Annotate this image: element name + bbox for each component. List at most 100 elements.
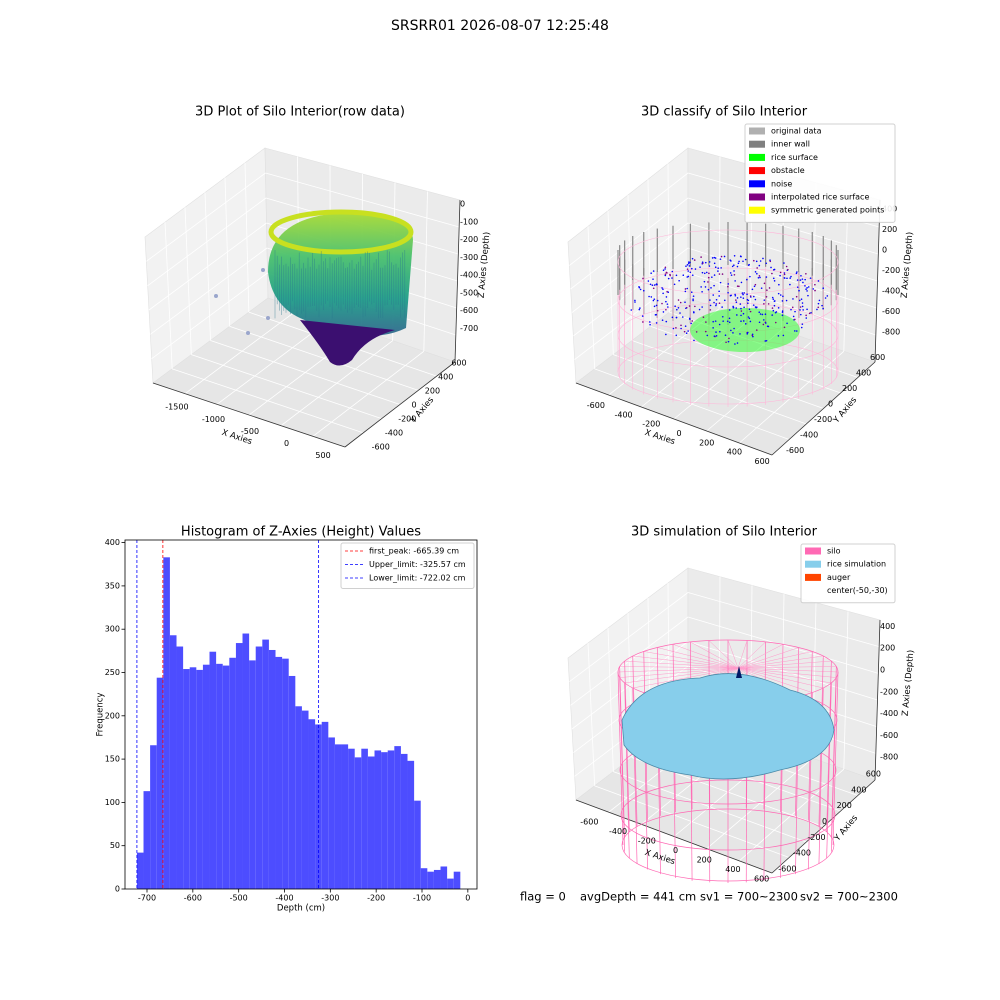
legend-label: first_peak: -665.39 cm <box>369 547 459 556</box>
y-tick-label: 0 <box>828 400 833 409</box>
noise-points <box>738 260 740 263</box>
legend-box <box>800 543 896 604</box>
noise-points <box>653 298 656 300</box>
noise-points <box>661 319 664 321</box>
noise-points <box>762 257 764 260</box>
noise-points <box>693 259 696 261</box>
pane-grid <box>423 191 428 352</box>
noise-points <box>758 321 761 324</box>
noise-points <box>762 319 765 321</box>
bar <box>222 665 230 889</box>
noise-points <box>655 304 658 307</box>
plots: 3D Plot of Silo Interior(row data) -1500 -… <box>96 105 917 914</box>
x-tick-label: 0 <box>676 429 681 438</box>
legend-swatch <box>805 547 821 555</box>
noise-points <box>773 304 776 307</box>
noise-points <box>771 296 774 299</box>
noise-points <box>734 293 736 296</box>
noise-points <box>806 308 808 311</box>
x-tick-label: -400 <box>609 827 627 836</box>
silo-wire <box>831 666 837 839</box>
noise-points <box>800 326 803 329</box>
bar <box>447 878 454 889</box>
bar <box>367 756 375 889</box>
noise-points <box>713 301 715 304</box>
noise-points <box>694 305 696 308</box>
noise-points <box>777 292 780 295</box>
noise-points <box>733 327 735 330</box>
noise-points <box>733 270 735 272</box>
bar <box>216 663 223 889</box>
noise-points <box>802 309 804 311</box>
noise-points <box>766 289 768 291</box>
axis-line <box>874 619 881 781</box>
bar <box>381 752 388 889</box>
noise-points <box>652 287 655 290</box>
noise-points <box>792 315 795 318</box>
noise-points <box>664 266 667 269</box>
noise-points <box>638 286 641 289</box>
noise-points <box>648 295 650 298</box>
legend-label: center(-50,-30) <box>827 586 888 595</box>
noise-points <box>740 307 742 310</box>
y-tick-label: 50 <box>110 841 120 850</box>
noise-points <box>771 272 773 275</box>
x-tick-label: -500 <box>241 427 259 436</box>
bar <box>262 639 269 889</box>
y-tick-label: 0 <box>822 817 827 826</box>
x-tick-label: -500 <box>230 894 248 903</box>
noise-points <box>685 265 687 267</box>
noise-points <box>656 299 659 302</box>
x-tick-label: -600 <box>580 817 598 826</box>
noise-points <box>779 274 781 277</box>
axis-line <box>454 199 461 363</box>
bar <box>374 750 382 889</box>
noise-points <box>792 298 794 300</box>
noise-points <box>720 255 723 258</box>
bar <box>176 646 184 889</box>
z-tick-label: -200 <box>882 266 900 275</box>
outlier <box>246 331 250 335</box>
noise-points <box>679 312 681 314</box>
noise-points <box>684 301 686 303</box>
x-tick-label: 600 <box>755 457 770 466</box>
bar <box>400 753 408 889</box>
noise-points <box>822 287 825 289</box>
noise-points <box>634 299 636 302</box>
noise-points <box>692 298 694 300</box>
noise-points <box>755 260 758 263</box>
noise-points <box>783 273 786 276</box>
y-tick-label: 200 <box>425 387 440 396</box>
bar <box>308 719 316 889</box>
noise-points <box>740 296 742 298</box>
noise-points <box>729 294 732 297</box>
noise-points <box>742 312 745 315</box>
noise-points <box>642 321 644 323</box>
noise-points <box>728 317 731 320</box>
x-tick-label: 400 <box>727 448 742 457</box>
noise-points <box>754 271 757 273</box>
noise-points <box>733 264 735 267</box>
y-tick-label: 100 <box>105 798 120 807</box>
noise-points <box>708 272 710 275</box>
noise-points <box>686 264 689 266</box>
noise-points <box>764 313 767 316</box>
noise-points <box>801 305 804 308</box>
x-tick-label: -1000 <box>202 415 225 424</box>
noise-points <box>732 306 735 309</box>
z-tick-label: -200 <box>460 235 478 244</box>
noise-points <box>808 312 811 315</box>
bar <box>163 557 170 889</box>
noise-points <box>699 266 701 268</box>
noise-points <box>689 271 692 274</box>
noise-points <box>634 301 636 303</box>
silo-wire <box>617 229 839 295</box>
noise-points <box>804 278 806 281</box>
noise-points <box>800 298 803 300</box>
noise-points <box>717 267 720 269</box>
noise-points <box>782 295 784 298</box>
z-tick-label: -100 <box>460 217 478 226</box>
noise-points <box>671 277 673 279</box>
noise-points <box>782 334 785 337</box>
noise-points <box>773 268 776 271</box>
